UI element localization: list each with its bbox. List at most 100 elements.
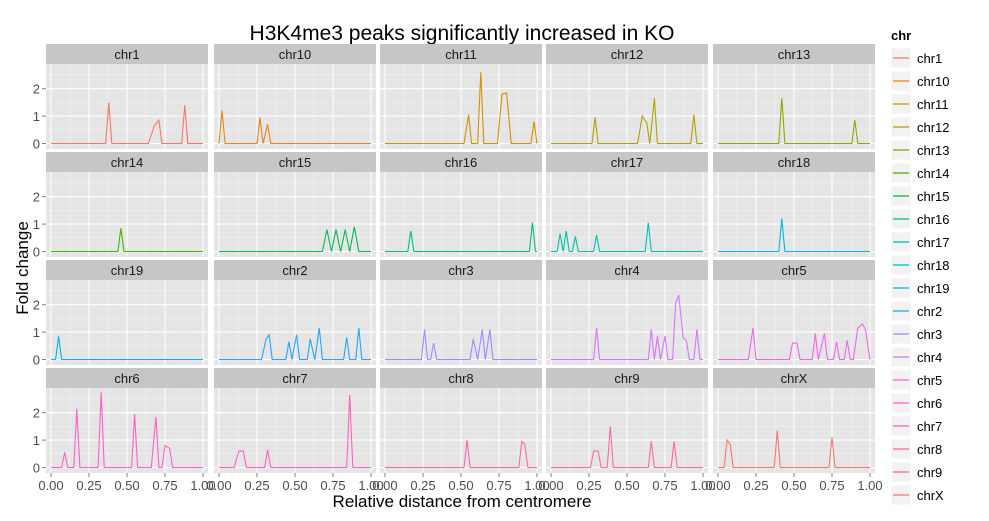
legend-label: chr17 [917,235,950,250]
legend-item-chr5: chr5 [890,369,942,391]
series-line-chr7 [219,394,371,469]
facet-strip-chr1 [46,44,208,64]
facet-chrx: chrX 0.00 0.25 0.50 0.75 1.00 [705,368,883,493]
series-line-chr19 [51,336,203,361]
legend-item-chr17: chr17 [890,231,950,253]
legend-label: chr7 [917,419,942,434]
facet-strip-chr18 [713,152,875,172]
legend-label: chr12 [917,120,950,135]
series-line-chr1 [51,102,203,145]
x-tick-label: 0.75 [152,478,177,493]
series-line-chr8 [385,440,537,469]
legend-item-chr18: chr18 [890,254,950,276]
x-tick-label: 0.00 [372,478,397,493]
facet-strip-label-chr4: chr4 [614,263,639,278]
facet-strip-label-chr10: chr10 [279,47,312,62]
y-tick-label: 1 [33,109,40,124]
facet-strip-label-chr12: chr12 [611,47,644,62]
legend-label: chr15 [917,189,950,204]
x-tick-label: 0.25 [244,478,269,493]
facet-strip-chr3 [380,260,542,280]
legend-label: chr4 [917,350,942,365]
legend-item-chr1: chr1 [890,47,942,69]
facet-strip-chr4 [546,260,708,280]
y-tick-label: 0 [33,461,40,476]
facet-chr19: chr19 0 1 2 [33,260,208,368]
legend-label: chr13 [917,143,950,158]
legend-item-chr12: chr12 [890,116,950,138]
series-line-chr12 [551,98,703,145]
facet-strip-chr2 [214,260,376,280]
y-tick-label: 0 [33,353,40,368]
legend-label: chr11 [917,97,949,112]
facet-strip-label-chr18: chr18 [778,155,811,170]
y-tick-label: 0 [33,137,40,152]
series-line-chr6 [51,392,203,469]
facet-chr11: chr11 [380,44,542,149]
x-tick-label: 0.50 [614,478,639,493]
facet-chr17: chr17 [546,152,708,257]
y-axis-label: Fold change [13,221,32,315]
facet-strip-chr8 [380,368,542,388]
facet-chr15: chr15 [214,152,376,257]
series-line-chr3 [385,329,537,361]
y-tick-label: 1 [33,325,40,340]
legend-item-chr8: chr8 [890,438,942,460]
facet-strip-chr15 [214,152,376,172]
y-tick-label: 2 [33,298,40,313]
facet-strip-chr16 [380,152,542,172]
facet-strip-label-chr16: chr16 [445,155,478,170]
legend-label: chr6 [917,396,942,411]
facet-strip-chr12 [546,44,708,64]
legend-label: chr16 [917,212,950,227]
x-tick-label: 0.50 [781,478,806,493]
y-tick-label: 1 [33,433,40,448]
facet-strip-label-chr11: chr11 [445,47,477,62]
series-line-chr10 [218,110,371,145]
series-line-chr2 [219,327,371,361]
x-tick-label: 0.00 [705,478,730,493]
y-tick-label: 2 [33,82,40,97]
legend-item-chr16: chr16 [890,208,950,230]
series-line-chr15 [219,226,371,253]
facet-strip-chr9 [546,368,708,388]
facet-strip-label-chr3: chr3 [448,263,473,278]
x-axis-label: Relative distance from centromere [333,492,592,511]
x-tick-label: 0.75 [320,478,345,493]
legend-item-chr13: chr13 [890,139,950,161]
x-tick-label: 0.50 [448,478,473,493]
legend-item-chr3: chr3 [890,323,942,345]
x-tick-label: 0.50 [114,478,139,493]
legend-label: chr9 [917,465,942,480]
legend-label: chr19 [917,281,950,296]
x-tick-label: 0.25 [410,478,435,493]
facet-strip-label-chr13: chr13 [778,47,811,62]
facet-strip-chr17 [546,152,708,172]
series-line-chr5 [718,323,871,361]
facet-chr16: chr16 [380,152,542,257]
facet-strip-label-chrx: chrX [781,371,808,386]
legend-label: chr10 [917,74,950,89]
facet-strip-label-chr17: chr17 [611,155,644,170]
legend-label: chr18 [917,258,950,273]
series-line-chr9 [551,426,703,469]
legend-item-chr10: chr10 [890,70,950,92]
legend-items: chr1 chr10 chr11 chr12 chr13 chr14 chr15 chr16 c… [890,47,950,506]
facet-chr1: chr1 0 1 2 [33,44,208,152]
facet-chr9: chr9 0.00 0.25 0.50 0.75 1.00 [538,368,716,493]
facet-chr14: chr14 0 1 2 [33,152,208,260]
facet-strip-label-chr7: chr7 [282,371,307,386]
series-line-chr18 [718,218,870,253]
legend-item-chr4: chr4 [890,346,942,368]
facet-strip-chr14 [46,152,208,172]
legend-title: chr [891,28,911,43]
chart-title: H3K4me3 peaks significantly increased in… [250,22,675,45]
series-line-chr17 [551,222,703,253]
facet-strip-chr10 [214,44,376,64]
legend-label: chr8 [917,442,942,457]
x-tick-label: 0.75 [819,478,844,493]
facet-chr10: chr10 [214,44,376,149]
legend: chr chr1chr10chr11chr12chr13chr14chr15ch… [887,24,983,512]
series-line-chr4 [551,294,703,361]
legend-item-chr14: chr14 [890,162,950,184]
